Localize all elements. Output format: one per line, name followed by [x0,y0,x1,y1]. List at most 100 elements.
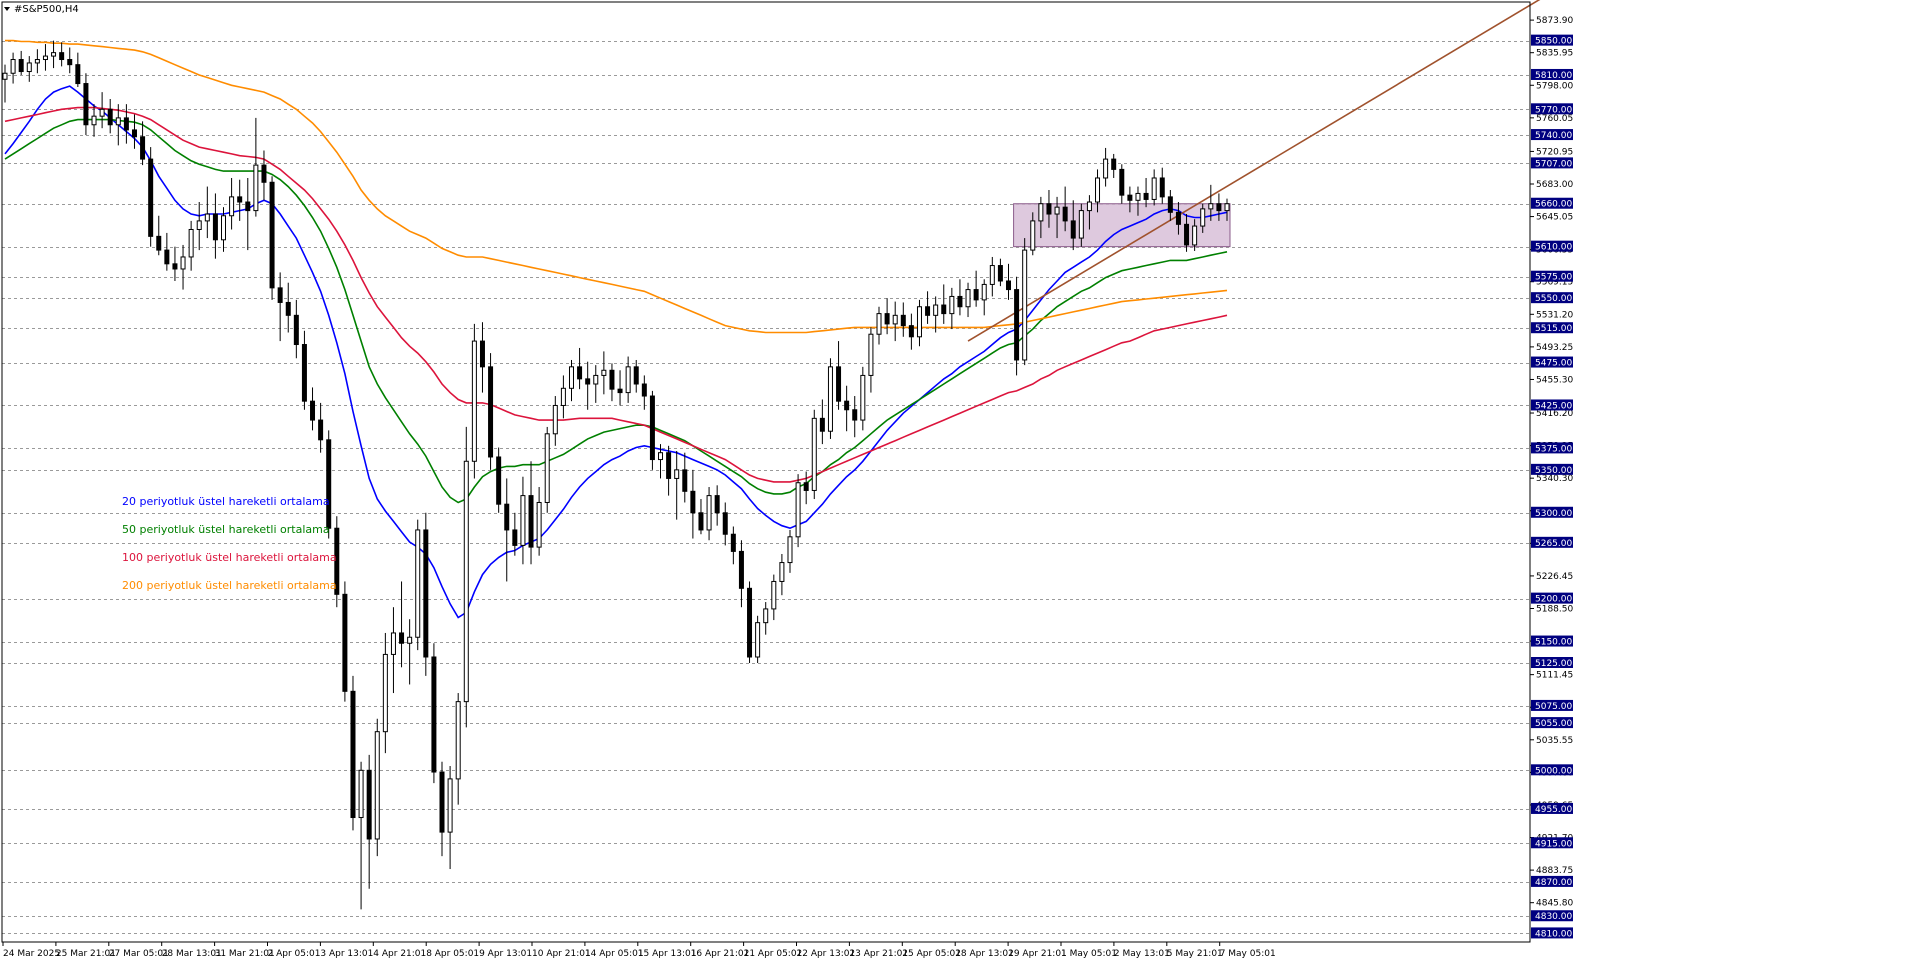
y-tick-label: 5340.30 [1536,474,1573,484]
candle-body [390,632,396,655]
level-marker: 5740.00 [1531,129,1573,141]
candle [131,114,137,149]
candle-body [1095,177,1101,203]
candle [1038,196,1044,239]
candle [795,474,801,548]
x-tick-label: 25 Mar 21:01 [56,949,116,959]
candle-body [10,59,16,74]
candle [1119,164,1125,204]
candle-body [666,452,672,479]
candle-body [1038,203,1044,222]
level-marker: 5425.00 [1531,399,1573,411]
candle [949,287,955,330]
level-marker: 4870.00 [1531,875,1573,888]
level-marker: 5515.00 [1531,322,1573,334]
candle [1086,195,1092,230]
candle [925,291,931,324]
candle [180,244,186,290]
level-marker-label: 5740.00 [1535,131,1572,141]
candle [148,147,154,247]
level-marker-label: 5265.00 [1535,539,1572,549]
candle [836,341,842,410]
candle [738,540,744,608]
candle [747,581,753,664]
candle-body [811,417,817,491]
grid-lines [2,41,1530,934]
candle-body [568,366,574,389]
candle-body [528,495,534,548]
x-tick-label: 23 Apr 21:01 [849,949,908,959]
x-tick-label: 5 May 21:01 [1167,949,1223,959]
candle-body [892,314,898,325]
level-marker-bg [1531,292,1573,304]
candle-body [2,72,8,80]
candle [1062,186,1068,232]
y-tick-label: 4845.80 [1536,899,1573,909]
candle [649,390,655,470]
candle [479,322,485,393]
level-marker: 5550.00 [1531,292,1573,304]
candle [99,92,105,129]
candle [852,396,858,438]
legend-label-200: 200 periyotluk üstel hareketli ortalama [122,579,337,592]
candle [722,502,728,546]
y-tick-label: 5798.00 [1536,81,1573,91]
candle-body [374,731,380,840]
candle-body [172,263,178,270]
candle-body [585,378,591,385]
candle-body [1216,203,1222,212]
candle-body [131,129,137,138]
candle [1135,186,1141,216]
candle [997,258,1003,287]
candle-body [277,287,283,303]
x-tick-label: 3 Apr 13:01 [320,949,373,959]
candle-body [91,115,97,126]
x-tick-label: 16 Apr 21:01 [691,949,750,959]
candle-body [1200,208,1206,227]
candle-body [973,289,979,301]
candle-body [933,304,939,316]
candle-body [981,283,987,301]
candle-body [164,249,170,265]
candle-body [334,527,340,595]
level-marker-label: 5000.00 [1535,766,1572,776]
candle-body [1151,177,1157,200]
candle-body [1054,206,1060,215]
triangle-down-icon[interactable] [4,7,10,11]
candle [552,396,558,446]
candle [326,430,332,539]
candle [18,50,24,75]
candle [140,121,146,166]
candle [941,284,947,324]
candle-body [690,490,696,514]
candle-body [1208,203,1214,210]
candle-body [1070,220,1076,239]
level-marker-label: 5300.00 [1535,509,1572,519]
candle [91,104,97,137]
candle-body [876,313,882,335]
candle-body [99,108,105,117]
candle [1078,203,1084,247]
level-marker-label: 5810.00 [1535,71,1572,81]
y-tick-label: 5188.50 [1536,604,1573,614]
candle [107,99,113,134]
candle-body [504,503,510,531]
candle [989,256,995,297]
candle-body [1103,158,1109,179]
candle [520,476,526,565]
level-marker-label: 5475.00 [1535,359,1572,369]
candle [666,445,672,496]
candle [269,176,275,300]
candle [771,574,777,621]
trendline [967,0,1541,342]
candle [1127,186,1133,213]
candle-body [738,550,744,589]
candle [730,526,736,565]
x-tick-label: 8 Apr 05:01 [426,949,479,959]
ema-line-200 [5,39,1228,334]
y-tick-label: 5645.05 [1536,213,1573,223]
level-marker: 4830.00 [1531,910,1573,922]
candle-body [544,433,550,503]
candle-body [488,366,494,458]
